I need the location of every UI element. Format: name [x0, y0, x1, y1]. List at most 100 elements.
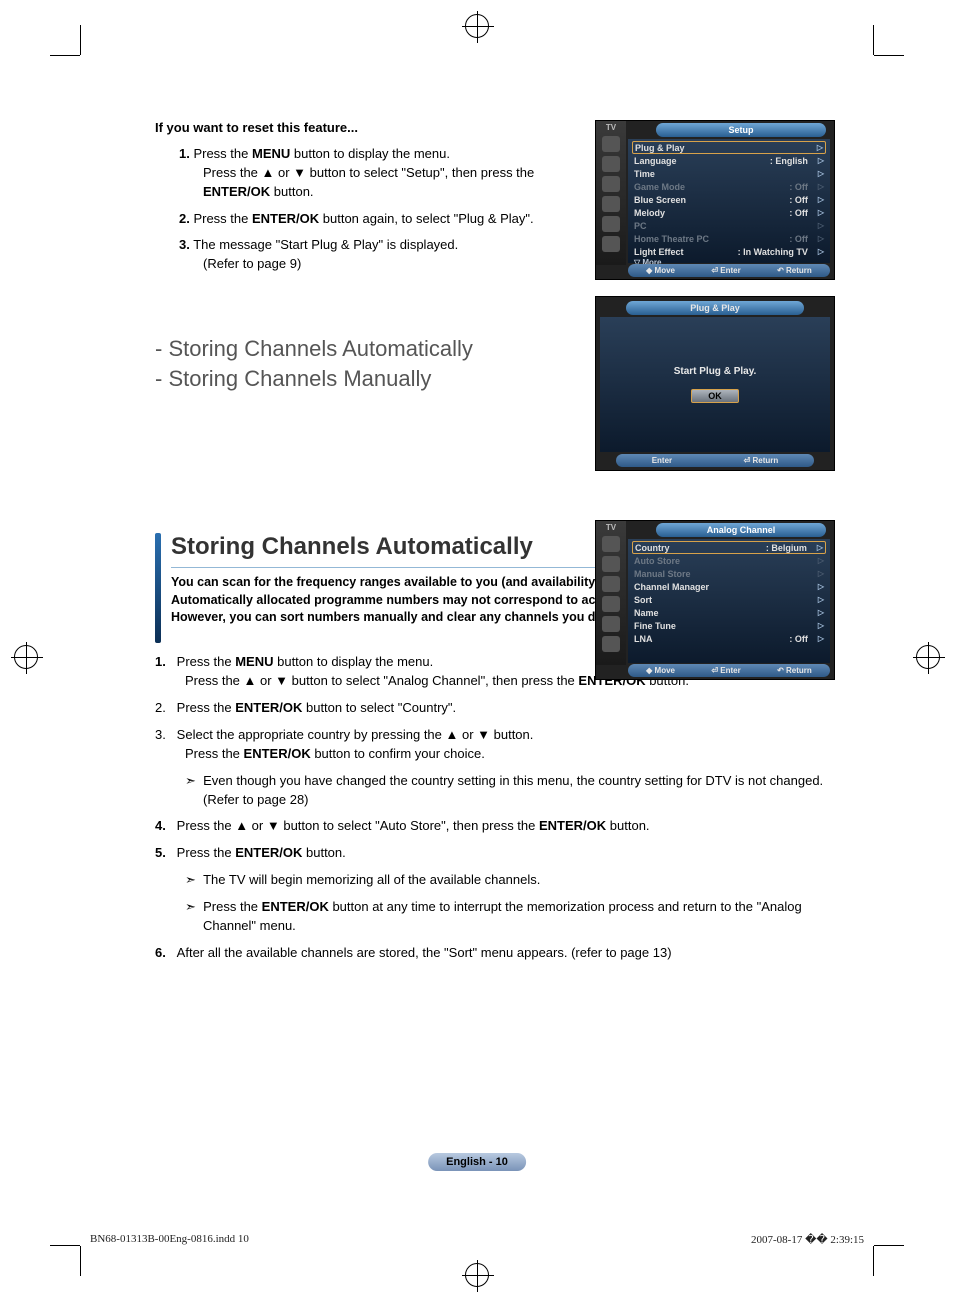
osd-title: Setup	[656, 123, 826, 137]
reset-step: 2. Press the ENTER/OK button again, to s…	[179, 210, 555, 229]
osd-title: Analog Channel	[656, 523, 826, 537]
osd-plug-play-panel: Plug & Play Start Plug & Play. OK Enter …	[595, 296, 835, 471]
auto-steps-container: 1. Press the MENU button to display the …	[155, 653, 835, 962]
osd-row-label: Name	[634, 608, 659, 618]
osd-row[interactable]: Time▷	[632, 167, 826, 180]
osd-row[interactable]: PC▷	[632, 219, 826, 232]
footer-enter: Enter	[652, 456, 672, 465]
page: If you want to reset this feature... 1. …	[0, 0, 954, 1301]
reset-steps-list: 1. Press the MENU button to display the …	[155, 145, 555, 274]
chevron-right-icon: ▷	[818, 621, 824, 630]
osd-row[interactable]: Light Effect : In Watching TV▷	[632, 245, 826, 258]
osd-row[interactable]: Language: English▷	[632, 154, 826, 167]
crop-mark	[874, 55, 904, 56]
footer-return: ↶ Return	[777, 666, 812, 675]
footer-move: ◆ Move	[646, 266, 675, 275]
osd-footer: ◆ Move ⏎ Enter ↶ Return	[628, 264, 830, 277]
osd-row[interactable]: LNA: Off▷	[632, 632, 826, 645]
crop-mark	[80, 1246, 81, 1276]
content-area: If you want to reset this feature... 1. …	[155, 120, 835, 970]
input-icon	[602, 216, 620, 232]
footer-enter: ⏎ Enter	[711, 666, 740, 675]
setup-icon	[602, 596, 620, 612]
crop-mark	[50, 1245, 80, 1246]
osd-ok-button[interactable]: OK	[691, 389, 739, 403]
registration-mark-icon	[14, 645, 38, 669]
guide-icon	[602, 236, 620, 252]
registration-mark-icon	[465, 14, 489, 38]
chevron-right-icon: ▷	[818, 195, 824, 204]
chevron-right-icon: ▷	[818, 247, 824, 256]
footer-return: ⏎ Return	[744, 456, 779, 465]
osd-row[interactable]: Blue Screen : Off▷	[632, 193, 826, 206]
chevron-right-icon: ▷	[818, 182, 824, 191]
osd-row[interactable]: Manual Store ▷	[632, 567, 826, 580]
osd-row-label: Fine Tune	[634, 621, 676, 631]
osd-row-value: : Off	[789, 234, 818, 244]
osd-row[interactable]: Home Theatre PC: Off▷	[632, 232, 826, 245]
osd-row[interactable]: Game Mode: Off▷	[632, 180, 826, 193]
crop-mark	[873, 1246, 874, 1276]
osd-row[interactable]: Auto Store▷	[632, 554, 826, 567]
osd-row-value: : Belgium	[766, 543, 817, 553]
osd-row-label: Time	[634, 169, 655, 179]
chevron-right-icon: ▷	[817, 543, 823, 552]
osd-title: Plug & Play	[626, 301, 804, 315]
auto-step: 6. After all the available channels are …	[155, 944, 835, 963]
osd-setup-body: Plug & Play▷Language: English▷Time▷Game …	[628, 139, 830, 263]
osd-row-label: Channel Manager	[634, 582, 709, 592]
channel-icon	[602, 176, 620, 192]
picture-icon	[602, 536, 620, 552]
osd-row-value: : Off	[789, 195, 818, 205]
input-icon	[602, 616, 620, 632]
osd-icon-column: TV	[596, 521, 626, 665]
osd-row-value: : English	[770, 156, 818, 166]
osd-tv-label: TV	[606, 123, 616, 132]
doc-footer-right: 2007-08-17 �� 2:39:15	[751, 1233, 864, 1246]
guide-icon	[602, 636, 620, 652]
osd-row-label: Language	[634, 156, 677, 166]
osd-row[interactable]: Fine Tune ▷	[632, 619, 826, 632]
sound-icon	[602, 556, 620, 572]
auto-note: ➣ Press the ENTER/OK button at any time …	[155, 898, 835, 936]
footer-return: ↶ Return	[777, 266, 812, 275]
doc-footer-left: BN68-01313B-00Eng-0816.indd 10	[90, 1233, 249, 1246]
channel-icon	[602, 576, 620, 592]
osd-row[interactable]: Melody: Off▷	[632, 206, 826, 219]
setup-icon	[602, 196, 620, 212]
chevron-right-icon: ▷	[818, 634, 824, 643]
chevron-right-icon: ▷	[818, 234, 824, 243]
osd-row-label: Melody	[634, 208, 665, 218]
osd-row[interactable]: Name▷	[632, 606, 826, 619]
auto-note: ➣ Even though you have changed the count…	[155, 772, 835, 810]
chevron-right-icon: ▷	[818, 208, 824, 217]
section-accent-bar	[155, 533, 161, 643]
osd-row[interactable]: Country : Belgium▷	[632, 541, 826, 554]
reset-step: 1. Press the MENU button to display the …	[179, 145, 555, 202]
chevron-right-icon: ▷	[818, 595, 824, 604]
auto-step: 5. Press the ENTER/OK button.	[155, 844, 835, 863]
osd-pp-body: Start Plug & Play. OK	[600, 317, 830, 452]
osd-row-value: : In Watching TV	[738, 247, 818, 257]
picture-icon	[602, 136, 620, 152]
sound-icon	[602, 156, 620, 172]
osd-row[interactable]: Sort▷	[632, 593, 826, 606]
osd-row-label: Light Effect	[634, 247, 684, 257]
auto-step: 3. Select the appropriate country by pre…	[155, 726, 835, 764]
osd-row[interactable]: Plug & Play▷	[632, 141, 826, 154]
registration-mark-icon	[916, 645, 940, 669]
chevron-right-icon: ▷	[818, 569, 824, 578]
auto-note: ➣ The TV will begin memorizing all of th…	[155, 871, 835, 890]
chevron-right-icon: ▷	[818, 221, 824, 230]
osd-tv-label: TV	[606, 523, 616, 532]
osd-row[interactable]: Channel Manager▷	[632, 580, 826, 593]
osd-row-label: Manual Store	[634, 569, 691, 579]
osd-row-label: Country	[635, 543, 670, 553]
crop-mark	[874, 1245, 904, 1246]
chevron-right-icon: ▷	[817, 143, 823, 152]
footer-move: ◆ Move	[646, 666, 675, 675]
registration-mark-icon	[465, 1263, 489, 1287]
osd-row-label: Blue Screen	[634, 195, 686, 205]
osd-row-value: : Off	[789, 634, 818, 644]
crop-mark	[80, 25, 81, 55]
